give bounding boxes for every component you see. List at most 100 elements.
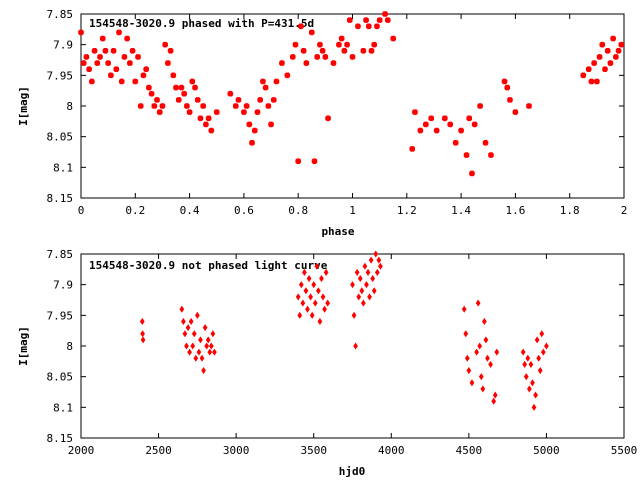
y-tick-label: 8.05 <box>47 131 74 144</box>
data-point <box>204 342 210 350</box>
data-point <box>298 281 304 289</box>
x-tick-label: 0.4 <box>180 204 200 217</box>
data-point <box>364 281 369 289</box>
data-point <box>474 348 479 356</box>
data-point <box>512 109 519 116</box>
x-tick-label: 1.6 <box>505 204 525 217</box>
data-point <box>433 127 440 134</box>
x-tick-label: 5000 <box>533 444 560 457</box>
data-point <box>311 158 318 165</box>
data-point <box>531 403 537 411</box>
data-point <box>132 78 139 85</box>
y-tick-label: 8.15 <box>47 192 74 205</box>
data-point <box>371 287 377 295</box>
data-point <box>205 336 211 344</box>
data-point <box>441 115 448 122</box>
x-tick-label: 2000 <box>68 444 95 457</box>
data-point <box>99 35 106 42</box>
data-point <box>384 17 391 24</box>
data-point <box>298 23 304 30</box>
data-point <box>273 78 280 85</box>
data-point <box>308 29 315 36</box>
data-point <box>350 281 355 289</box>
y-tick-label: 7.85 <box>47 8 74 21</box>
data-point <box>268 121 274 128</box>
data-point <box>469 379 475 387</box>
data-point <box>187 348 192 356</box>
data-point <box>311 281 317 289</box>
data-point <box>368 47 375 54</box>
data-point <box>105 60 112 66</box>
data-point <box>314 54 321 60</box>
data-point <box>295 293 301 301</box>
data-point <box>129 47 136 54</box>
data-point <box>83 54 90 60</box>
data-point <box>320 293 326 301</box>
data-point <box>528 360 534 368</box>
data-point <box>210 330 216 338</box>
data-point <box>190 342 196 350</box>
data-point <box>193 354 199 362</box>
x-tick-label: 1.8 <box>560 204 580 217</box>
data-point <box>284 72 291 79</box>
data-point <box>227 90 234 97</box>
data-point <box>488 152 494 158</box>
data-point <box>300 47 307 54</box>
axis-ticks: 2000 2500 3000 3500 4000 4500 5000 5500 7.85 7.9 7… <box>47 248 638 457</box>
data-point <box>148 90 155 97</box>
data-point <box>494 348 500 356</box>
data-point <box>378 262 383 270</box>
y-tick-label: 8.1 <box>53 161 73 174</box>
data-point <box>312 299 318 307</box>
y-tick-label: 7.9 <box>53 279 73 292</box>
data-point <box>447 121 454 128</box>
data-point <box>351 311 357 319</box>
data-point <box>243 103 250 109</box>
data-point <box>178 84 185 91</box>
data-point <box>482 317 487 326</box>
data-point <box>249 139 255 146</box>
data-point <box>302 268 307 276</box>
data-point <box>201 366 206 375</box>
x-axis-label: hjd0 <box>339 465 366 478</box>
data-point <box>199 354 205 362</box>
data-point <box>585 66 592 73</box>
data-point <box>91 47 98 54</box>
data-point <box>591 60 598 66</box>
data-point <box>189 78 196 85</box>
data-point <box>140 72 147 79</box>
data-point <box>162 41 169 48</box>
data-point <box>179 305 185 313</box>
data-point <box>355 23 361 30</box>
data-point <box>533 391 538 399</box>
axis-ticks: 0 0.2 0.4 0.6 0.8 1 1.2 1.4 1.6 1.8 2 7.85 7.9 7.95 8 8… <box>47 8 628 217</box>
y-tick-label: 7.85 <box>47 248 74 261</box>
data-point <box>463 152 470 158</box>
x-tick-label: 1.4 <box>451 204 471 217</box>
data-point <box>475 299 481 307</box>
data-point <box>182 330 188 338</box>
data-point <box>346 17 353 24</box>
y-tick-label: 8 <box>66 340 73 353</box>
data-point <box>593 78 600 85</box>
data-point <box>241 109 247 116</box>
data-point <box>198 336 203 344</box>
data-point <box>336 41 342 48</box>
data-point <box>507 96 513 103</box>
data-point <box>504 84 511 91</box>
data-point <box>205 115 212 122</box>
x-tick-label: 1.2 <box>397 204 417 217</box>
data-point <box>251 127 258 134</box>
y-tick-label: 8.1 <box>53 401 73 414</box>
data-point <box>165 60 171 66</box>
data-point <box>428 115 435 122</box>
data-point <box>203 121 209 128</box>
data-point <box>349 54 356 60</box>
data-point <box>322 305 327 313</box>
data-point <box>338 35 345 42</box>
chart-title: 154548-3020.9 phased with P=431.5d <box>89 17 314 30</box>
data-point <box>341 47 348 54</box>
data-point <box>140 330 145 338</box>
data-point <box>588 78 595 85</box>
data-point <box>607 60 614 66</box>
